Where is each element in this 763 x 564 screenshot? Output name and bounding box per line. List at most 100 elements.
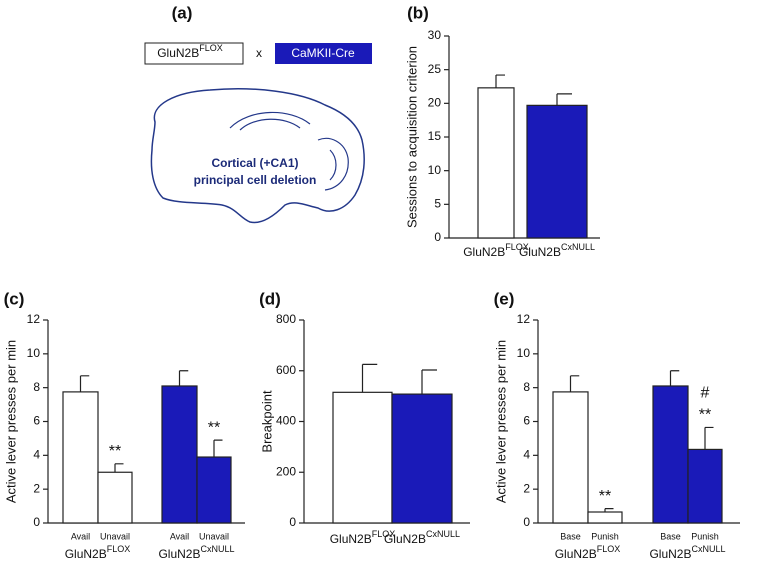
panel-letter: (c) xyxy=(4,289,25,308)
cross: x xyxy=(256,46,262,60)
y-tick-label: 15 xyxy=(428,129,442,143)
genotype-box xyxy=(144,42,244,65)
x-tick-label-sup: CxNULL xyxy=(426,529,460,539)
y-tick-label: 12 xyxy=(27,312,41,326)
x-tick-label-main: GluN2B xyxy=(519,245,561,259)
y-tick-label: 0 xyxy=(33,515,40,529)
y-tick-label: 10 xyxy=(428,163,442,177)
y-tick-label: 10 xyxy=(27,346,41,360)
bar xyxy=(477,87,515,239)
significance-mark: ** xyxy=(699,407,711,424)
y-tick-label: 0 xyxy=(523,515,530,529)
panel-a: (a) GluN2BFLOX x CaMKII-Cre Cortical (+C… xyxy=(144,3,372,224)
y-tick-label: 30 xyxy=(428,28,442,42)
x-tick-label-main: GluN2B xyxy=(384,532,426,546)
error-bar xyxy=(421,369,437,395)
y-tick-label: 0 xyxy=(289,515,296,529)
x-tick-label-main: GluN2B xyxy=(463,245,505,259)
y-tick-label: 600 xyxy=(276,363,296,377)
x-tick-label-main: GluN2B xyxy=(330,532,372,546)
bar xyxy=(97,471,133,524)
bar xyxy=(332,391,393,524)
group-label: GluN2BCxNULL xyxy=(649,544,725,561)
significance-mark: # xyxy=(701,385,710,402)
y-tick-label: 4 xyxy=(33,448,40,462)
y-axis-label: Breakpoint xyxy=(259,390,274,453)
brain-text: Cortical (+CA1) xyxy=(211,156,298,170)
significance-mark: ** xyxy=(109,443,121,460)
error-bar xyxy=(213,439,223,458)
x-tick-label: Avail xyxy=(71,531,90,541)
y-tick-label: 25 xyxy=(428,62,442,76)
panel-letter: (d) xyxy=(259,289,281,308)
group-label-sup: FLOX xyxy=(107,544,131,554)
y-tick-label: 400 xyxy=(276,414,296,428)
bar xyxy=(161,385,198,524)
y-tick-label: 5 xyxy=(434,197,441,211)
error-bar xyxy=(178,370,189,386)
y-tick-label: 200 xyxy=(276,464,296,478)
y-tick-label: 0 xyxy=(434,230,441,244)
error-bar xyxy=(704,426,714,450)
group-label-sup: FLOX xyxy=(597,544,621,554)
y-tick-label: 800 xyxy=(276,312,296,326)
y-tick-label: 4 xyxy=(523,448,530,462)
x-tick-label-sup: FLOX xyxy=(505,242,529,252)
group-label-main: GluN2B xyxy=(555,547,597,561)
bar xyxy=(526,104,588,239)
significance-mark: ** xyxy=(208,419,220,436)
panel-letter: (e) xyxy=(494,289,515,308)
significance-mark: ** xyxy=(599,488,611,505)
bar xyxy=(687,448,723,524)
y-tick-label: 2 xyxy=(523,481,530,495)
error-bar xyxy=(569,375,580,392)
x-tick-label: Avail xyxy=(170,531,189,541)
panel-letter: (a) xyxy=(172,3,193,22)
panel-letter: (b) xyxy=(407,3,429,22)
x-tick-label: GluN2BCxNULL xyxy=(519,242,595,259)
bar xyxy=(196,456,232,524)
group-label: GluN2BFLOX xyxy=(65,544,131,561)
y-tick-label: 12 xyxy=(517,312,531,326)
group-label-main: GluN2B xyxy=(158,547,200,561)
y-tick-label: 6 xyxy=(33,414,40,428)
error-bar xyxy=(361,363,378,393)
y-tick-label: 20 xyxy=(428,96,442,110)
error-bar xyxy=(604,508,614,513)
y-tick-label: 8 xyxy=(33,380,40,394)
bar xyxy=(552,391,589,524)
error-bar xyxy=(114,463,124,473)
error-bar xyxy=(669,370,680,386)
error-bar xyxy=(556,93,572,106)
group-label: GluN2BCxNULL xyxy=(158,544,234,561)
group-label-main: GluN2B xyxy=(649,547,691,561)
cre-label: CaMKII-Cre xyxy=(291,46,355,60)
x-tick-label: GluN2BFLOX xyxy=(330,529,396,546)
y-axis-label: Active lever presses per min xyxy=(3,340,18,503)
x-tick-label: Base xyxy=(660,531,681,541)
bar xyxy=(587,511,623,524)
genotype-sup: FLOX xyxy=(199,43,223,53)
genotype-label: GluN2BFLOX xyxy=(157,43,223,60)
cre-box xyxy=(275,43,372,64)
y-tick-label: 2 xyxy=(33,481,40,495)
group-label-main: GluN2B xyxy=(65,547,107,561)
brain-detail xyxy=(229,111,349,191)
x-tick-label: GluN2BFLOX xyxy=(463,242,529,259)
bar xyxy=(391,393,453,524)
x-tick-label: Unavail xyxy=(100,531,130,541)
bar xyxy=(652,385,689,524)
group-label-sup: CxNULL xyxy=(201,544,235,554)
group-label: GluN2BFLOX xyxy=(555,544,621,561)
error-bar xyxy=(495,74,505,88)
x-tick-label: Unavail xyxy=(199,531,229,541)
x-tick-label: Punish xyxy=(591,531,619,541)
x-tick-label: Base xyxy=(560,531,581,541)
x-tick-label-sup: FLOX xyxy=(372,529,396,539)
y-tick-label: 8 xyxy=(523,380,530,394)
y-axis-label: Active lever presses per min xyxy=(493,340,508,503)
group-label-sup: CxNULL xyxy=(692,544,726,554)
x-tick-label-sup: CxNULL xyxy=(561,242,595,252)
y-axis-label: Sessions to acquisition criterion xyxy=(404,46,419,228)
x-tick-label: Punish xyxy=(691,531,719,541)
